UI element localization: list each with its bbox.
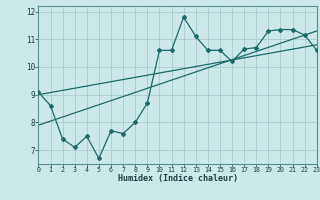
X-axis label: Humidex (Indice chaleur): Humidex (Indice chaleur) — [118, 174, 238, 183]
